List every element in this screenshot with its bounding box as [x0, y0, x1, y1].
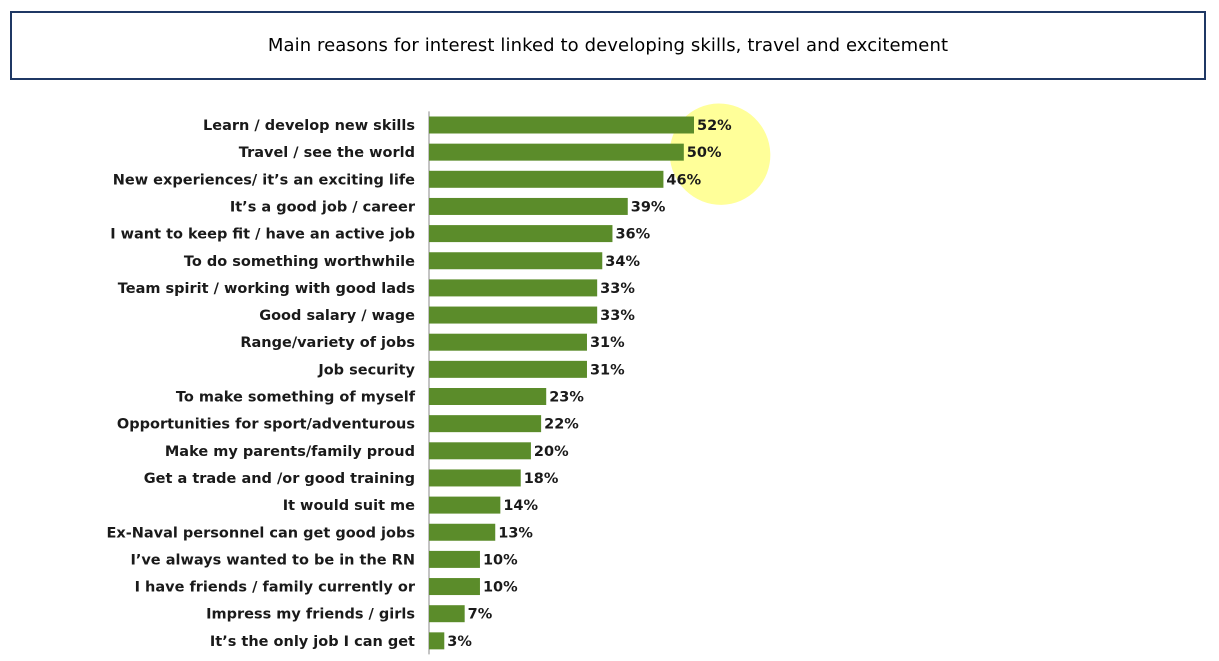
bar-9: [429, 360, 587, 378]
highlight-layer: [669, 103, 771, 205]
category-label-8: Range/variety of jobs: [240, 335, 415, 351]
category-label-13: Get a trade and /or good training: [144, 471, 415, 487]
category-labels-layer: Learn / develop new skills Travel / see t…: [106, 118, 415, 650]
bar-8: [429, 333, 587, 351]
value-label-6: 33%: [600, 281, 635, 297]
value-labels-layer: 52% 50% 46%39% 36% 34% 33% 33% 31% 31% 23% 22% 20% 1…: [447, 118, 732, 650]
category-label-5: To do something worthwhile: [184, 254, 415, 270]
bar-12: [429, 442, 531, 460]
value-label-14: 14%: [503, 498, 538, 514]
category-label-10: To make something of myself: [176, 390, 416, 406]
value-label-5: 34%: [605, 254, 640, 270]
category-label-2: New experiences/ it’s an exciting life: [113, 172, 415, 188]
category-label-12: Make my parents/family proud: [165, 444, 415, 460]
value-label-17: 10%: [483, 580, 518, 596]
bar-4: [429, 225, 613, 243]
value-label-16: 10%: [483, 552, 518, 568]
value-label-12: 20%: [534, 444, 569, 460]
chart-title: Main reasons for interest linked to deve…: [267, 35, 949, 56]
value-label-15: 13%: [498, 525, 533, 541]
bar-5: [429, 252, 603, 270]
value-label-11: 22%: [544, 417, 579, 433]
category-label-14: It would suit me: [283, 498, 415, 514]
bar-15: [429, 523, 496, 541]
value-label-10: 23%: [549, 390, 584, 406]
value-label-0: 52%: [697, 118, 732, 134]
bar-7: [429, 306, 598, 324]
value-label-7: 33%: [600, 308, 635, 324]
category-label-3: It’s a good job / career: [230, 199, 416, 215]
bar-18: [429, 605, 465, 623]
category-label-19: It’s the only job I can get: [210, 634, 415, 650]
bar-6: [429, 279, 598, 297]
category-label-16: I’ve always wanted to be in the RN: [130, 552, 415, 568]
bar-1: [429, 143, 684, 161]
bar-0: [429, 116, 694, 134]
bar-10: [429, 388, 547, 405]
value-label-2: 46%: [666, 172, 701, 188]
chart-title-box: Main reasons for interest linked to deve…: [10, 11, 1206, 80]
value-label-18: 7%: [468, 607, 493, 623]
bar-19: [429, 632, 445, 650]
bar-3: [429, 197, 628, 215]
category-label-18: Impress my friends / girls: [206, 607, 415, 623]
value-label-1: 50%: [687, 145, 722, 161]
category-label-7: Good salary / wage: [259, 308, 415, 324]
value-label-8: 31%: [590, 335, 625, 351]
category-label-17: I have friends / family currently or: [135, 580, 416, 596]
value-label-3: 39%: [631, 199, 666, 215]
bar-2: [429, 170, 664, 188]
category-label-0: Learn / develop new skills: [203, 118, 415, 134]
bar-14: [429, 496, 501, 514]
category-label-11: Opportunities for sport/adventurous: [117, 417, 415, 433]
value-label-4: 36%: [615, 227, 650, 243]
value-label-19: 3%: [447, 634, 472, 650]
category-label-4: I want to keep fit / have an active job: [110, 227, 415, 243]
bar-13: [429, 469, 521, 487]
category-label-15: Ex-Naval personnel can get good jobs: [106, 525, 415, 541]
category-label-1: Travel / see the world: [239, 145, 415, 161]
bar-17: [429, 578, 480, 596]
bar-16: [429, 550, 480, 568]
highlight-ellipse: [669, 103, 771, 205]
value-label-13: 18%: [524, 471, 559, 487]
category-label-6: Team spirit / working with good lads: [118, 281, 415, 297]
bar-11: [429, 415, 542, 433]
bars-layer: [429, 116, 694, 650]
value-label-9: 31%: [590, 362, 625, 378]
category-label-9: Job security: [317, 362, 415, 378]
